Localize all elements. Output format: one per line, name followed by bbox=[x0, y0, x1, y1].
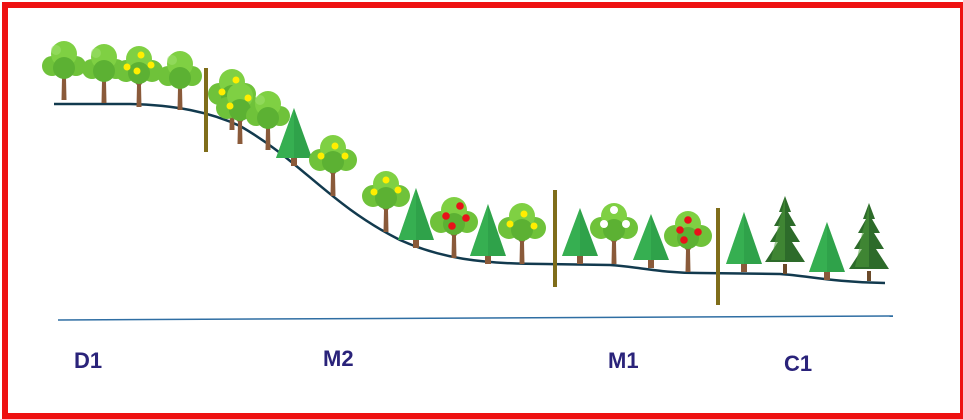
fruit-tree-yellow bbox=[115, 46, 163, 107]
fruit-tree-white bbox=[590, 203, 638, 264]
conifer-tree bbox=[809, 222, 845, 280]
fruit-tree-yellow bbox=[362, 171, 410, 232]
zone-label-m2: M2 bbox=[323, 346, 354, 371]
fir-tree bbox=[765, 196, 805, 274]
fruit-tree-yellow bbox=[498, 203, 546, 264]
broadleaf-tree bbox=[158, 51, 202, 110]
baseline bbox=[57, 315, 894, 321]
zone-label-d1: D1 bbox=[74, 348, 103, 373]
conifer-tree bbox=[470, 204, 506, 264]
fruit-tree-yellow bbox=[216, 83, 264, 144]
zone-label-c1: C1 bbox=[784, 351, 813, 376]
conifer-tree bbox=[726, 212, 762, 272]
conifer-tree bbox=[633, 214, 669, 268]
fruit-tree-red bbox=[664, 211, 712, 272]
conifer-tree bbox=[276, 108, 312, 166]
conifer-tree bbox=[562, 208, 598, 264]
broadleaf-tree bbox=[42, 41, 86, 100]
zone-label-m1: M1 bbox=[608, 348, 639, 373]
ground-profile-line bbox=[54, 102, 886, 285]
fir-tree bbox=[849, 203, 889, 281]
fruit-tree-red bbox=[430, 197, 478, 258]
fruit-tree-yellow bbox=[309, 135, 357, 196]
conifer-tree bbox=[398, 188, 434, 248]
